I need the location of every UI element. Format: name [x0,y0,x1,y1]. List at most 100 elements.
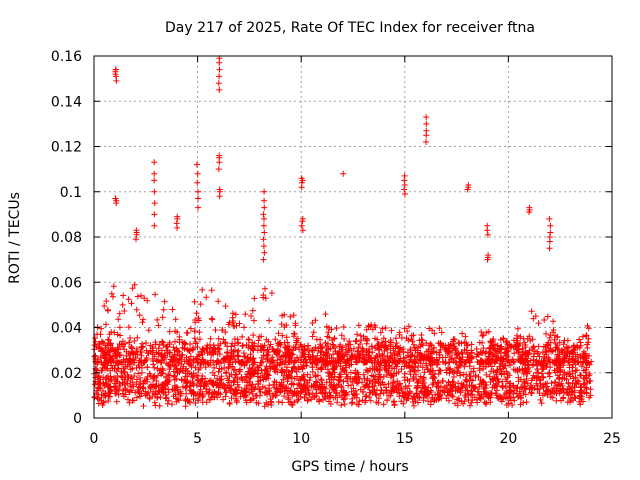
data-point [323,379,330,386]
data-point [326,398,332,405]
data-point [341,336,348,342]
data-point [133,376,140,383]
data-point [374,367,381,374]
data-point [130,383,137,390]
data-point [523,399,530,406]
data-point [162,395,169,402]
data-point [380,335,387,342]
data-point [574,358,581,365]
data-point [359,388,366,395]
x-tick-label: 10 [292,431,310,447]
data-point [540,343,547,350]
data-point [186,357,193,364]
chart-title: Day 217 of 2025, Rate Of TEC Index for r… [165,20,535,36]
data-point [369,366,376,373]
data-point [363,377,370,384]
data-point [369,359,376,366]
data-point [283,345,290,352]
data-point [487,344,494,351]
data-point [174,396,181,403]
data-point [520,399,527,406]
data-point [377,382,384,389]
data-point [114,372,121,379]
data-point [342,391,349,398]
data-point [144,364,151,371]
data-point [584,341,590,348]
data-point [420,356,427,363]
data-point [216,86,223,93]
data-point [312,372,319,379]
data-point [301,394,308,401]
data-point [192,364,199,371]
data-point [575,359,582,366]
data-point [453,359,460,366]
data-point [334,399,341,406]
data-point [108,329,115,336]
data-point [546,334,553,341]
data-point [230,378,237,385]
data-point [404,385,411,392]
data-point [158,370,165,377]
data-point [193,310,200,317]
data-point [111,365,118,372]
data-point [260,292,267,299]
data-point [368,372,375,379]
data-point [181,377,188,383]
data-point [540,392,546,399]
y-tick-label: 0.06 [51,275,82,291]
data-point [233,395,239,402]
data-point [431,375,438,382]
data-point [446,345,453,352]
data-point [578,393,585,400]
data-point [443,385,450,392]
data-point [299,215,306,222]
data-point [369,383,376,390]
data-point [339,346,346,353]
data-point [129,387,136,394]
data-point [422,384,429,391]
data-point [226,401,233,407]
data-point [302,389,309,396]
data-point [235,339,242,346]
data-point [382,338,389,345]
data-point [560,341,567,348]
data-point [331,387,338,394]
data-point [580,351,586,357]
data-point [241,353,248,360]
data-point [206,386,213,393]
data-point [200,346,207,353]
data-point [239,333,246,340]
data-point [238,374,245,380]
data-point [553,397,560,404]
data-point [99,367,106,374]
data-point [353,391,360,398]
data-point [515,356,522,363]
data-point [439,387,446,394]
data-point [455,380,462,387]
data-point [460,400,467,407]
y-tick-label: 0.1 [60,185,82,201]
data-point [504,344,511,351]
data-point [299,375,306,382]
data-point [125,296,132,303]
data-point [229,363,236,370]
data-point [364,367,371,374]
data-point [102,376,109,383]
data-point [163,360,170,367]
data-point [125,324,132,331]
data-point [569,391,576,398]
data-point [486,373,493,380]
data-point [472,372,479,379]
data-point [288,351,295,358]
data-point [183,358,190,365]
data-point [482,363,489,370]
data-point [431,330,438,337]
data-point [107,393,113,400]
data-point [229,340,236,347]
data-point [161,350,168,357]
data-point [528,308,535,315]
data-point [164,400,171,407]
data-point [259,383,266,390]
data-point [103,359,110,366]
data-point [152,291,159,298]
